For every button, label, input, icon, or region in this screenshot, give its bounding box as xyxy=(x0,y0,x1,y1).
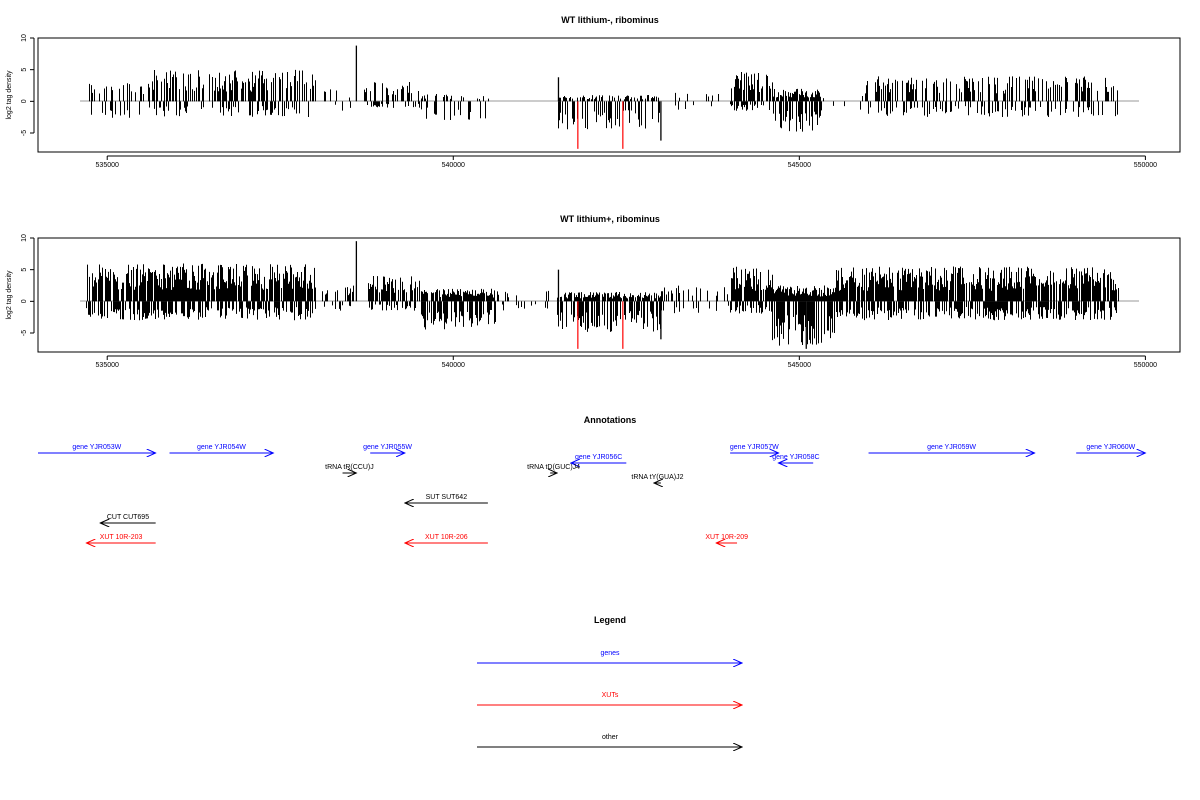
annotations-title: Annotations xyxy=(584,415,637,425)
feature-label: tRNA tR(CCU)J xyxy=(325,464,374,471)
feature-other: CUT CUT695 xyxy=(100,514,156,523)
feature-label: XUT 10R-206 xyxy=(425,534,468,541)
feature-xut: XUT 10R-209 xyxy=(705,534,748,543)
x-tick-label: 540000 xyxy=(442,162,465,169)
feature-label: gene YJR053W xyxy=(72,444,121,451)
legend-entries: genes XUTs other xyxy=(477,650,742,747)
density-bars xyxy=(89,45,1118,149)
y-tick-label: 0 xyxy=(21,299,28,303)
feature-gene: gene YJR057W xyxy=(730,444,779,453)
x-tick-label: 550000 xyxy=(1134,362,1157,369)
y-tick-label: 0 xyxy=(21,99,28,103)
y-tick-label: -5 xyxy=(21,130,28,136)
feature-label: XUT 10R-203 xyxy=(100,534,143,541)
y-axis-label: log2 tag density xyxy=(6,270,13,320)
panel-title: WT lithium+, ribominus xyxy=(560,214,660,224)
feature-label: gene YJR054W xyxy=(197,444,246,451)
y-tick-label: 5 xyxy=(21,68,28,72)
panel-title: WT lithium-, ribominus xyxy=(561,15,659,25)
feature-label: CUT CUT695 xyxy=(107,514,149,521)
annotation-track: Annotations gene YJR053W gene YJR054W gene… xyxy=(38,415,1145,543)
density-bars xyxy=(86,241,1119,349)
feature-label: gene YJR060W xyxy=(1086,444,1135,451)
y-tick-label: -5 xyxy=(21,330,28,336)
density-panel-lithium-plus: WT lithium+, ribominus log2 tag density … xyxy=(6,214,1181,369)
plot-frame xyxy=(37,37,1181,153)
legend-entry-gene: genes xyxy=(477,650,742,663)
x-axis: 535000 540000 545000 550000 xyxy=(96,355,1157,369)
density-panel-lithium-minus: WT lithium-, ribominus log2 tag density … xyxy=(6,15,1181,169)
plot-frame xyxy=(37,237,1181,353)
feature-xut: XUT 10R-203 xyxy=(86,534,156,543)
x-tick-label: 550000 xyxy=(1134,162,1157,169)
feature-gene: gene YJR055W xyxy=(363,444,412,453)
feature-label: XUT 10R-209 xyxy=(705,534,748,541)
feature-xut: XUT 10R-206 xyxy=(405,534,488,543)
feature-label: gene YJR059W xyxy=(927,444,976,451)
legend-label: genes xyxy=(600,650,620,657)
feature-other: tRNA tY(GUA)J2 xyxy=(631,474,684,483)
y-axis: -5 0 5 10 xyxy=(21,34,35,136)
feature-gene: gene YJR056C xyxy=(571,454,627,463)
legend-label: XUTs xyxy=(602,692,619,699)
y-axis: -5 0 5 10 xyxy=(21,234,35,336)
legend: Legend genes XUTs other xyxy=(477,615,742,747)
x-tick-label: 540000 xyxy=(442,362,465,369)
y-tick-label: 5 xyxy=(21,268,28,272)
feature-gene: gene YJR054W xyxy=(169,444,274,453)
feature-label: gene YJR057W xyxy=(730,444,779,451)
feature-other: tRNA tR(CCU)J xyxy=(325,464,374,473)
legend-entry-other: other xyxy=(477,734,742,747)
x-tick-label: 545000 xyxy=(788,162,811,169)
x-axis: 535000 540000 545000 550000 xyxy=(96,155,1157,169)
x-tick-label: 535000 xyxy=(96,362,119,369)
y-tick-label: 10 xyxy=(21,34,28,42)
feature-gene: gene YJR060W xyxy=(1076,444,1145,453)
x-tick-label: 535000 xyxy=(96,162,119,169)
feature-label: gene YJR058C xyxy=(772,454,819,461)
feature-label: tRNA tD(GUC)J4 xyxy=(527,464,580,471)
feature-gene: gene YJR053W xyxy=(38,444,156,453)
feature-other: tRNA tD(GUC)J4 xyxy=(527,464,580,473)
feature-list: gene YJR053W gene YJR054W gene YJR055W gene… xyxy=(38,444,1145,543)
feature-gene: gene YJR059W xyxy=(868,444,1035,453)
x-tick-label: 545000 xyxy=(788,362,811,369)
y-tick-label: 10 xyxy=(21,234,28,242)
y-axis-label: log2 tag density xyxy=(6,70,13,120)
feature-gene: gene YJR058C xyxy=(772,454,820,463)
feature-label: gene YJR056C xyxy=(575,454,622,461)
legend-title: Legend xyxy=(594,615,626,625)
feature-label: SUT SUT642 xyxy=(426,494,468,501)
feature-label: gene YJR055W xyxy=(363,444,412,451)
legend-label: other xyxy=(602,734,619,741)
feature-other: SUT SUT642 xyxy=(405,494,488,503)
feature-label: tRNA tY(GUA)J2 xyxy=(631,474,683,481)
legend-entry-xut: XUTs xyxy=(477,692,742,705)
